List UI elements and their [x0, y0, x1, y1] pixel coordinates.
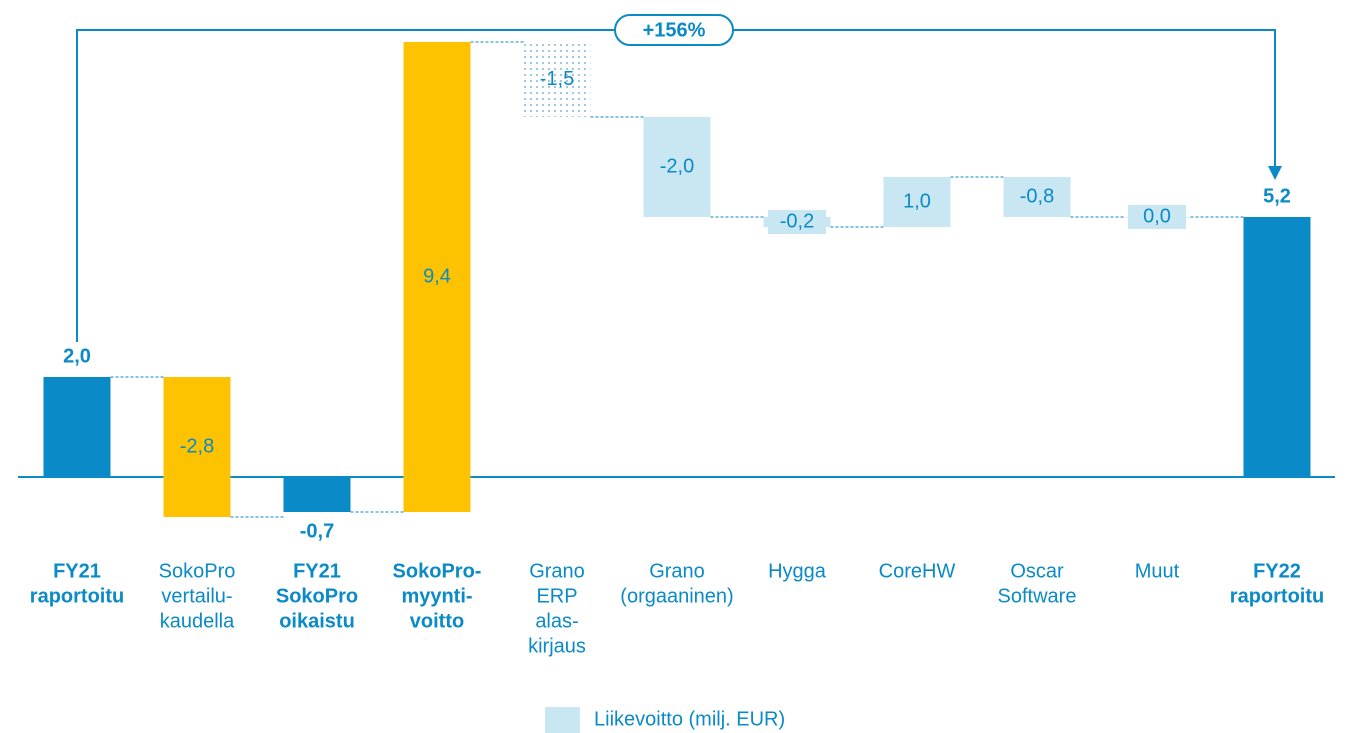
- bar: [643, 117, 711, 217]
- value-label: 2,0: [63, 345, 91, 367]
- x-tick-label: voitto: [410, 610, 464, 632]
- bar: [1003, 177, 1071, 217]
- x-tick-label: Grano: [649, 560, 705, 582]
- value-label: -2,8: [180, 435, 214, 457]
- bar: [43, 377, 111, 477]
- value-label-box: [1128, 205, 1186, 229]
- x-tick-label: kirjaus: [528, 635, 586, 657]
- x-tick-label: FY22: [1253, 560, 1301, 582]
- x-tick-label: CoreHW: [879, 560, 956, 582]
- x-tick-label: kaudella: [160, 610, 235, 632]
- x-tick-label: vertailu-: [161, 585, 232, 607]
- bar: [883, 177, 951, 227]
- bar: [283, 477, 351, 512]
- x-tick-label: Hygga: [768, 560, 827, 582]
- legend-swatch: [545, 707, 580, 733]
- value-label: -0,2: [780, 210, 814, 232]
- legend-label: Liikevoitto (milj. EUR): [594, 708, 785, 730]
- value-label: 9,4: [423, 265, 451, 287]
- x-tick-label: raportoitu: [30, 585, 124, 607]
- x-tick-label: Oscar: [1010, 560, 1064, 582]
- bar: [163, 377, 231, 517]
- x-tick-label: Grano: [529, 560, 585, 582]
- x-tick-label: Software: [998, 585, 1077, 607]
- x-tick-label: FY21: [53, 560, 101, 582]
- bar: [403, 42, 471, 512]
- value-label: -2,0: [660, 155, 694, 177]
- x-tick-label: raportoitu: [1230, 585, 1324, 607]
- value-label: -1,5: [540, 68, 574, 90]
- annotation-box: [614, 14, 734, 46]
- value-label-box: [768, 210, 826, 234]
- x-tick-label: SokoPro: [276, 585, 358, 607]
- x-tick-label: myynti-: [401, 585, 472, 607]
- x-tick-label: FY21: [293, 560, 341, 582]
- bracket: [76, 29, 1276, 342]
- x-tick-label: SokoPro: [159, 560, 236, 582]
- x-tick-label: oikaistu: [279, 610, 355, 632]
- value-label: 1,0: [903, 190, 931, 212]
- value-label: -0,8: [1020, 185, 1054, 207]
- arrow-head: [1268, 166, 1282, 180]
- value-label: 0,0: [1143, 205, 1171, 227]
- x-tick-label: Muut: [1135, 560, 1180, 582]
- bar: [523, 42, 591, 117]
- value-label: 5,2: [1263, 185, 1291, 207]
- value-label: -0,7: [300, 520, 334, 542]
- annotation: +156%: [643, 19, 706, 41]
- x-tick-label: alas-: [535, 610, 578, 632]
- x-tick-label: (orgaaninen): [620, 585, 733, 607]
- bar: [1243, 217, 1311, 477]
- x-tick-label: SokoPro-: [393, 560, 482, 582]
- x-tick-label: ERP: [536, 585, 577, 607]
